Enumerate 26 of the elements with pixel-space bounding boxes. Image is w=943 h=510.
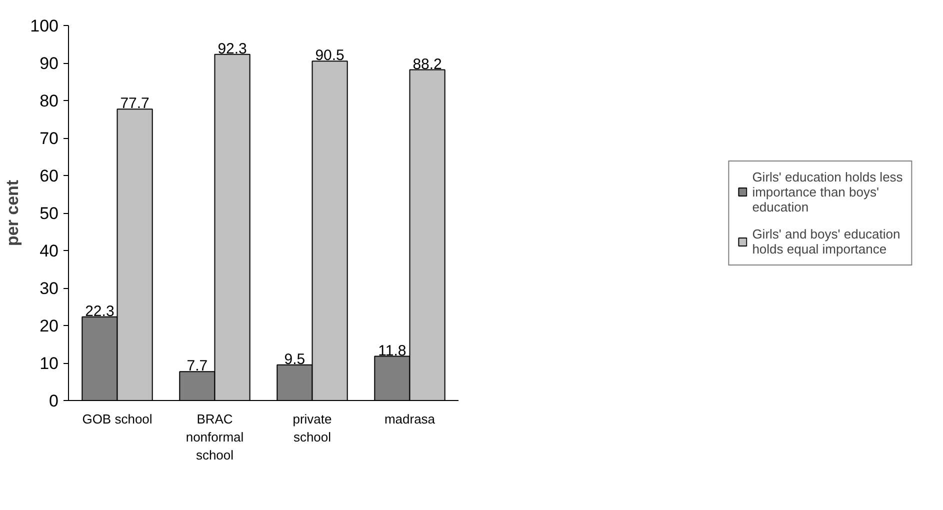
x-tick-label: private school (292, 412, 332, 444)
x-tick-label: GOB school (82, 412, 152, 426)
legend-label: Girls' education holds less importance than boys' education (752, 169, 903, 214)
data-label: 88.2 (412, 56, 442, 73)
x-tick-label: madrasa (384, 412, 436, 426)
data-label: 77.7 (120, 95, 150, 112)
x-tick-label: BRAC nonformal school (186, 412, 244, 462)
y-tick-label: 90 (40, 54, 59, 73)
data-label: 92.3 (218, 40, 247, 58)
data-label: 9.5 (284, 350, 306, 368)
data-label: 7.7 (186, 358, 208, 375)
y-tick-label: 0 (49, 392, 59, 410)
y-tick-label: 40 (40, 242, 59, 260)
data-label: 22.3 (85, 302, 114, 320)
y-tick-label: 50 (40, 204, 59, 223)
y-tick-label: 20 (40, 316, 59, 336)
legend-label: Girls' and boys' education holds equal importance (752, 226, 900, 256)
y-tick-label: 30 (40, 279, 59, 298)
y-tick-label: 70 (40, 129, 59, 148)
y-tick-label: 100 (30, 16, 59, 36)
y-axis-title: per cent (3, 180, 22, 246)
y-tick-label: 10 (40, 354, 59, 373)
y-tick-label: 60 (40, 166, 59, 186)
data-label: 90.5 (315, 47, 344, 64)
y-tick-label: 80 (40, 92, 59, 110)
data-label: 11.8 (378, 342, 406, 360)
